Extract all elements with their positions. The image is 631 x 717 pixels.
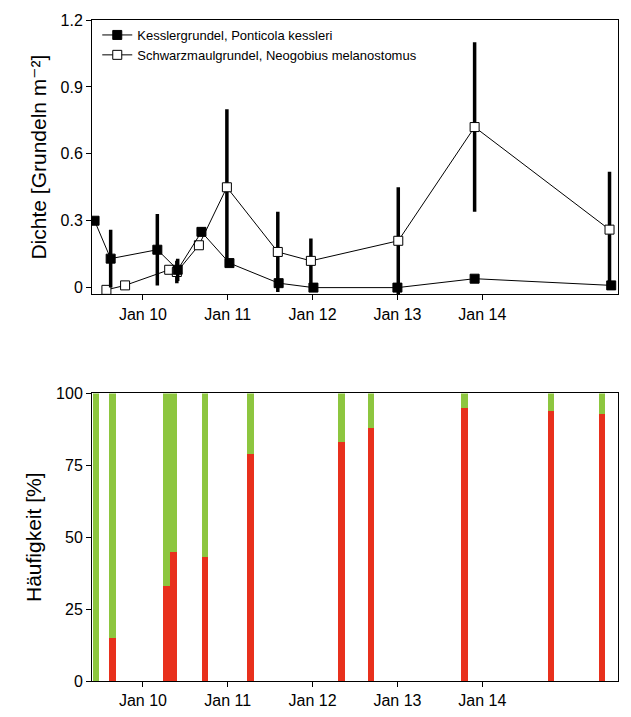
svg-text:Jan 14: Jan 14 (458, 306, 506, 323)
svg-text:Jan 12: Jan 12 (289, 692, 337, 709)
svg-text:Jan 12: Jan 12 (289, 306, 337, 323)
svg-text:25: 25 (65, 601, 83, 618)
svg-text:Jan 14: Jan 14 (458, 692, 506, 709)
svg-text:50: 50 (65, 529, 83, 546)
svg-text:75: 75 (65, 457, 83, 474)
svg-text:Häufigkeit [%]: Häufigkeit [%] (22, 472, 45, 602)
svg-text:Schwarzmaulgrundel, Neogobius: Schwarzmaulgrundel, Neogobius melanostom… (137, 48, 416, 63)
svg-text:100: 100 (56, 385, 83, 402)
svg-text:Jan 10: Jan 10 (119, 306, 167, 323)
svg-text:Jan 10: Jan 10 (119, 692, 167, 709)
svg-text:0.9: 0.9 (61, 79, 83, 96)
svg-text:0: 0 (74, 673, 83, 690)
svg-text:Jan 13: Jan 13 (373, 306, 421, 323)
svg-text:Dichte [Grundeln m⁻²]: Dichte [Grundeln m⁻²] (27, 55, 50, 260)
svg-text:0: 0 (74, 279, 83, 296)
svg-text:Kesslergrundel, Ponticola kess: Kesslergrundel, Ponticola kessleri (137, 28, 332, 43)
svg-text:Jan 13: Jan 13 (373, 692, 421, 709)
svg-text:Jan 11: Jan 11 (204, 306, 251, 323)
svg-text:0.3: 0.3 (61, 212, 83, 229)
svg-text:Jan 11: Jan 11 (204, 692, 251, 709)
svg-text:1.2: 1.2 (61, 12, 83, 29)
svg-text:0.6: 0.6 (61, 145, 83, 162)
